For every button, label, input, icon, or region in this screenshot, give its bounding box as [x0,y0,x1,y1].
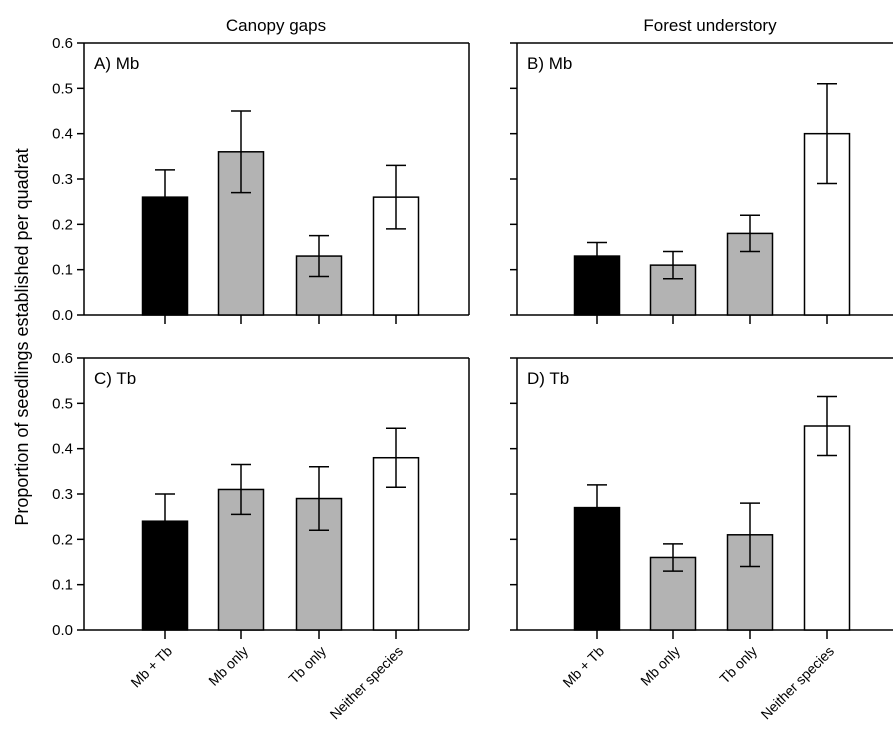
y-tick-label: 0.5 [52,395,73,412]
y-tick-label: 0.6 [52,35,73,52]
x-tick-label-tb-only: Tb only [716,643,760,687]
panel-label: A) Mb [94,54,139,73]
y-tick-label: 0.4 [52,441,73,458]
x-tick-label-tb-only: Tb only [285,643,329,687]
y-tick-label: 0.4 [52,126,73,143]
panel-label: B) Mb [527,54,572,73]
panel-b-mb: B) Mb [510,42,893,324]
x-tick-label-neither-species: Neither species [327,643,407,723]
panels-group: 0.0 0.1 0.2 0.3 0.4 0.5 0.6 A) Mb B) Mb 0.0 0.1 0.2… [52,35,893,722]
panel-c-tb: 0.0 0.1 0.2 0.3 0.4 0.5 0.6 C) Tb Mb + Tb Mb only… [52,350,470,723]
y-tick-label: 0.2 [52,216,73,233]
y-tick-label: 0.0 [52,622,73,639]
column-title-forest-understory: Forest understory [643,16,777,35]
y-tick-label: 0.3 [52,171,73,188]
x-tick-label-mb-tb: Mb + Tb [127,643,175,691]
x-tick-label-mb-only: Mb only [205,643,251,689]
panel-label: C) Tb [94,369,136,388]
y-tick-label: 0.5 [52,80,73,97]
y-tick-label: 0.0 [52,307,73,324]
panel-label: D) Tb [527,369,569,388]
y-tick-label: 0.1 [52,577,73,594]
panel-a-mb: 0.0 0.1 0.2 0.3 0.4 0.5 0.6 A) Mb [52,35,470,324]
x-tick-label-mb-tb: Mb + Tb [559,643,607,691]
bar-neither-species [803,425,851,631]
column-title-canopy-gaps: Canopy gaps [226,16,326,35]
y-tick-label: 0.6 [52,350,73,367]
y-tick-label: 0.2 [52,531,73,548]
x-tick-label-neither-species: Neither species [758,643,838,723]
y-tick-label: 0.3 [52,486,73,503]
y-axis-label: Proportion of seedlings established per … [12,148,32,525]
x-tick-label-mb-only: Mb only [637,643,683,689]
y-tick-label: 0.1 [52,262,73,279]
